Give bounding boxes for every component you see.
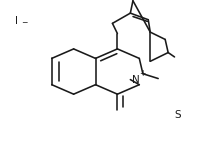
Text: +: + xyxy=(139,69,145,78)
Text: N: N xyxy=(133,75,140,85)
Text: S: S xyxy=(175,110,181,120)
Text: I: I xyxy=(15,16,19,26)
Text: −: − xyxy=(21,19,28,28)
